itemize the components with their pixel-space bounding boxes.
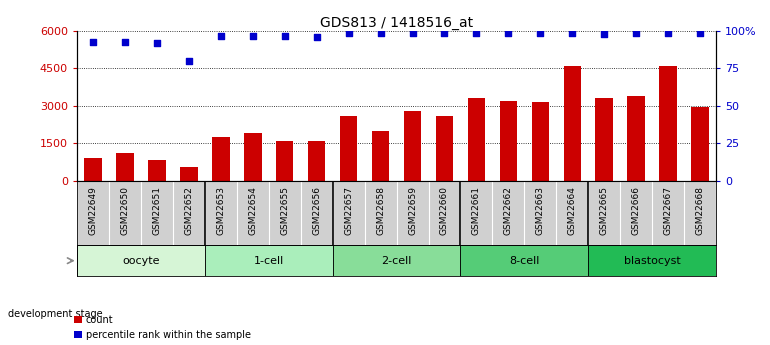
Text: GSM22655: GSM22655 bbox=[280, 186, 290, 235]
Point bbox=[374, 30, 387, 35]
Text: 8-cell: 8-cell bbox=[509, 256, 540, 266]
Bar bbox=[564, 66, 581, 181]
Point bbox=[662, 30, 675, 35]
Point bbox=[502, 30, 514, 35]
Bar bbox=[436, 116, 454, 181]
Text: GSM22653: GSM22653 bbox=[216, 186, 226, 235]
Bar bbox=[467, 98, 485, 181]
Point bbox=[246, 33, 259, 38]
Point bbox=[694, 30, 706, 35]
Bar bbox=[340, 116, 357, 181]
Text: GSM22651: GSM22651 bbox=[152, 186, 162, 235]
Text: 1-cell: 1-cell bbox=[253, 256, 284, 266]
Text: 2-cell: 2-cell bbox=[381, 256, 412, 266]
Bar bbox=[372, 131, 390, 181]
Point bbox=[310, 34, 323, 40]
Bar bbox=[333, 245, 460, 276]
Text: GSM22663: GSM22663 bbox=[536, 186, 545, 235]
Bar bbox=[212, 137, 229, 181]
Text: GSM22656: GSM22656 bbox=[312, 186, 321, 235]
Text: development stage: development stage bbox=[8, 309, 102, 319]
Bar bbox=[276, 141, 293, 181]
Point bbox=[215, 33, 227, 38]
Text: GSM22654: GSM22654 bbox=[248, 186, 257, 235]
Bar bbox=[595, 98, 613, 181]
Bar bbox=[148, 159, 166, 181]
Title: GDS813 / 1418516_at: GDS813 / 1418516_at bbox=[320, 16, 473, 30]
Text: GSM22657: GSM22657 bbox=[344, 186, 353, 235]
Bar bbox=[531, 102, 549, 181]
Point bbox=[151, 40, 163, 46]
Text: GSM22659: GSM22659 bbox=[408, 186, 417, 235]
Text: GSM22650: GSM22650 bbox=[120, 186, 129, 235]
Point bbox=[534, 30, 547, 35]
Text: GSM22662: GSM22662 bbox=[504, 186, 513, 235]
Bar bbox=[180, 167, 198, 181]
Point bbox=[630, 30, 642, 35]
Point bbox=[407, 30, 419, 35]
Point bbox=[119, 39, 131, 44]
Text: GSM22666: GSM22666 bbox=[631, 186, 641, 235]
Point bbox=[279, 33, 291, 38]
Bar bbox=[205, 245, 333, 276]
Point bbox=[343, 30, 355, 35]
Bar bbox=[628, 96, 645, 181]
Bar bbox=[691, 107, 709, 181]
Point bbox=[598, 31, 611, 37]
Text: blastocyst: blastocyst bbox=[624, 256, 681, 266]
Bar bbox=[460, 245, 588, 276]
Bar bbox=[500, 101, 517, 181]
Text: oocyte: oocyte bbox=[122, 256, 159, 266]
Text: GSM22668: GSM22668 bbox=[695, 186, 705, 235]
Bar bbox=[588, 245, 716, 276]
Point bbox=[438, 30, 450, 35]
Text: GSM22660: GSM22660 bbox=[440, 186, 449, 235]
Bar bbox=[659, 66, 677, 181]
Bar bbox=[308, 141, 326, 181]
Bar bbox=[116, 153, 134, 181]
Text: GSM22658: GSM22658 bbox=[376, 186, 385, 235]
Text: GSM22667: GSM22667 bbox=[664, 186, 673, 235]
Text: GSM22661: GSM22661 bbox=[472, 186, 481, 235]
Text: GSM22665: GSM22665 bbox=[600, 186, 609, 235]
Bar bbox=[403, 111, 421, 181]
Text: GSM22652: GSM22652 bbox=[184, 186, 193, 235]
Bar bbox=[244, 133, 262, 181]
Text: GSM22649: GSM22649 bbox=[89, 186, 98, 235]
Point bbox=[182, 58, 195, 64]
Bar bbox=[77, 245, 205, 276]
Point bbox=[470, 30, 483, 35]
Legend: count, percentile rank within the sample: count, percentile rank within the sample bbox=[74, 315, 251, 340]
Point bbox=[87, 39, 99, 44]
Point bbox=[566, 30, 578, 35]
Bar bbox=[84, 158, 102, 181]
Text: GSM22664: GSM22664 bbox=[567, 186, 577, 235]
